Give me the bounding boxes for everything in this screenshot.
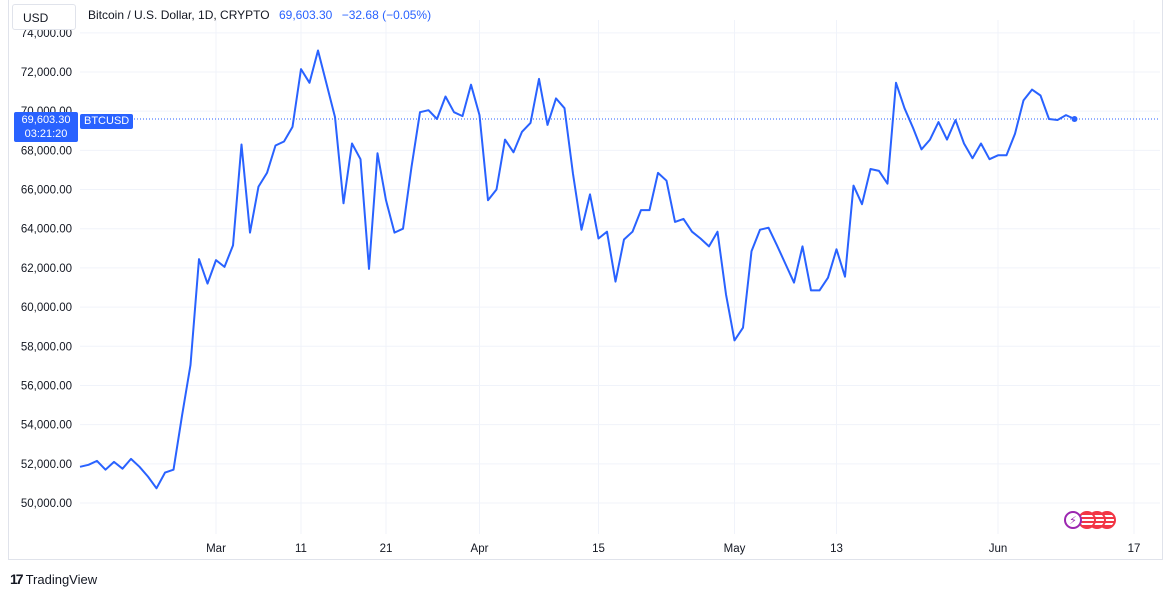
last-price-tag: 69,603.30 03:21:20 <box>14 112 78 142</box>
x-tick-label: Mar <box>206 543 226 555</box>
y-tick-label: 58,000.00 <box>21 341 72 353</box>
x-axis-labels: Mar 11 21 Apr 15 May 13 Jun 17 <box>206 543 1140 555</box>
lightning-icon[interactable]: ⚡ <box>1064 511 1082 529</box>
y-tick-label: 66,000.00 <box>21 185 72 197</box>
tradingview-name: TradingView <box>25 571 98 587</box>
symbol-description: Bitcoin / U.S. Dollar, 1D, CRYPTO <box>88 8 270 22</box>
x-tick-label: Jun <box>989 543 1008 555</box>
y-tick-label: 68,000.00 <box>21 145 72 157</box>
y-tick-label: 50,000.00 <box>21 498 72 510</box>
x-tick-label: 11 <box>295 543 307 555</box>
y-tick-label: 56,000.00 <box>21 380 72 392</box>
chart-legend: Bitcoin / U.S. Dollar, 1D, CRYPTO 69,603… <box>88 8 431 22</box>
tradingview-icon: 17 <box>10 571 24 587</box>
last-price-value: 69,603.30 <box>21 114 71 126</box>
grid-lines <box>80 20 1160 534</box>
legend-change: −32.68 (−0.05%) <box>341 8 432 22</box>
x-tick-label: 13 <box>830 543 843 555</box>
currency-button[interactable]: USD <box>12 4 76 30</box>
y-tick-label: 62,000.00 <box>21 263 72 275</box>
y-tick-label: 64,000.00 <box>21 224 72 236</box>
y-tick-label: 54,000.00 <box>21 420 72 432</box>
symbol-tag: BTCUSD <box>80 114 134 129</box>
bar-countdown: 03:21:20 <box>24 128 68 140</box>
y-tick-label: 60,000.00 <box>21 302 72 314</box>
x-tick-label: 15 <box>592 543 605 555</box>
tradingview-logo[interactable]: 17 TradingView <box>10 571 97 587</box>
events-markers[interactable]: ⚡ <box>1064 511 1124 531</box>
series-line <box>79 49 1075 490</box>
x-tick-label: May <box>724 543 746 555</box>
x-tick-label: Apr <box>471 543 489 555</box>
y-axis-labels: 74,000.0072,000.0070,000.0068,000.0066,0… <box>21 28 72 510</box>
y-tick-label: 52,000.00 <box>21 459 72 471</box>
legend-price: 69,603.30 <box>278 8 333 22</box>
chart-frame <box>8 0 1163 560</box>
y-tick-label: 72,000.00 <box>21 67 72 79</box>
y-tick-label: 74,000.00 <box>21 28 72 40</box>
x-tick-label: 21 <box>380 543 393 555</box>
last-price-dot <box>1071 115 1078 122</box>
x-tick-label: 17 <box>1128 543 1141 555</box>
